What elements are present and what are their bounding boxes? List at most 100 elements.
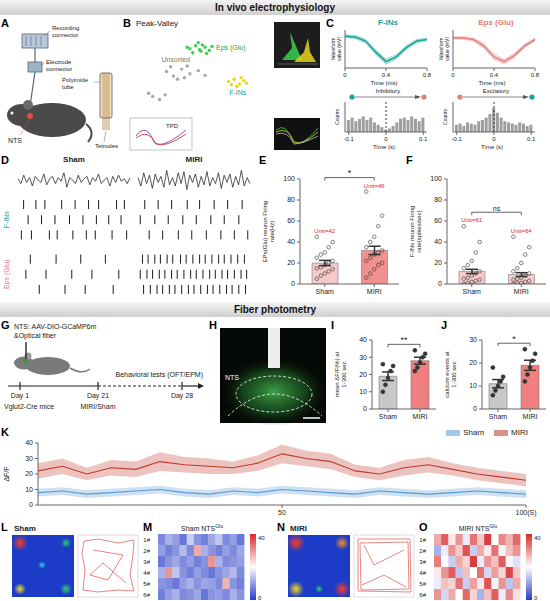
svg-text:-0.1: -0.1 <box>344 136 355 142</box>
svg-text:6#: 6# <box>419 592 426 598</box>
svg-text:NTS: AAV-DIO-GCaMP6m: NTS: AAV-DIO-GCaMP6m <box>14 323 96 330</box>
svg-text:Unsorted: Unsorted <box>162 56 191 63</box>
svg-text:MIRI: MIRI <box>367 288 382 295</box>
svg-text:40: 40 <box>434 238 442 245</box>
svg-text:Unit=64: Unit=64 <box>511 228 533 234</box>
svg-text:F-INs: F-INs <box>229 89 247 96</box>
svg-text:Sham: Sham <box>489 413 507 420</box>
svg-text:calcium events at1-300 sec: calcium events at1-300 sec <box>444 351 457 398</box>
svg-text:NTS: NTS <box>225 374 239 381</box>
svg-text:EPs(Glu) neuron Firingrate(Hz): EPs(Glu) neuron Firingrate(Hz) <box>262 201 275 262</box>
svg-text:60: 60 <box>434 217 442 224</box>
svg-text:NTS: NTS <box>8 137 22 144</box>
svg-text:0.8: 0.8 <box>531 72 540 78</box>
svg-text:0.8: 0.8 <box>423 72 432 78</box>
svg-text:MIRI NTSGlu: MIRI NTSGlu <box>459 523 498 532</box>
svg-text:**: ** <box>400 335 408 345</box>
svg-text:Waveformvalue (mV): Waveformvalue (mV) <box>331 37 342 62</box>
svg-text:F-INs neuron Firingrate(spikes: F-INs neuron Firingrate(spikes/sec) <box>409 206 422 258</box>
svg-text:&Optical fiber: &Optical fiber <box>14 332 57 340</box>
svg-text:Excitatory: Excitatory <box>483 88 509 94</box>
svg-text:0: 0 <box>384 136 388 142</box>
svg-text:50: 50 <box>278 509 286 516</box>
svg-text:40: 40 <box>287 238 295 245</box>
svg-text:Behavioral tests (OFT/EPM): Behavioral tests (OFT/EPM) <box>115 371 203 379</box>
svg-text:Eps (Glu): Eps (Glu) <box>216 44 246 52</box>
svg-text:30: 30 <box>25 455 33 462</box>
svg-text:0: 0 <box>492 136 496 142</box>
svg-text:0.1: 0.1 <box>527 136 536 142</box>
svg-text:20: 20 <box>25 470 33 477</box>
svg-text:3#: 3# <box>143 559 150 565</box>
svg-text:0: 0 <box>438 280 442 287</box>
svg-text:0.1: 0.1 <box>419 136 428 142</box>
svg-text:Eps (Glu): Eps (Glu) <box>3 259 11 289</box>
svg-text:0: 0 <box>451 72 455 78</box>
svg-text:6#: 6# <box>143 592 150 598</box>
svg-text:0: 0 <box>534 595 538 601</box>
svg-text:20: 20 <box>434 259 442 266</box>
svg-text:1#: 1# <box>143 537 150 543</box>
svg-text:Sham: Sham <box>316 288 334 295</box>
svg-text:100: 100 <box>283 175 295 182</box>
svg-text:30: 30 <box>469 336 477 343</box>
svg-text:0: 0 <box>258 595 262 601</box>
svg-text:20: 20 <box>287 259 295 266</box>
svg-text:40: 40 <box>359 336 367 343</box>
svg-text:Counts: Counts <box>442 109 448 125</box>
svg-text:10: 10 <box>25 486 33 493</box>
svg-text:40: 40 <box>534 535 541 541</box>
svg-text:0.4: 0.4 <box>490 72 499 78</box>
svg-text:Electrodeconnector: Electrodeconnector <box>46 59 72 72</box>
svg-text:4#: 4# <box>419 570 426 576</box>
svg-text:Vglut2-Cre mice: Vglut2-Cre mice <box>4 403 54 411</box>
svg-text:TPD: TPD <box>166 123 179 129</box>
svg-text:ns: ns <box>493 205 501 212</box>
svg-text:Recordingconnector: Recordingconnector <box>52 25 79 38</box>
svg-text:Day 1: Day 1 <box>11 392 29 400</box>
svg-text:0: 0 <box>343 72 347 78</box>
svg-text:80: 80 <box>287 196 295 203</box>
svg-text:5#: 5# <box>143 581 150 587</box>
svg-text:1#: 1# <box>419 537 426 543</box>
svg-text:Sham: Sham <box>463 288 481 295</box>
svg-text:Unit=46: Unit=46 <box>364 183 386 189</box>
svg-text:0.4: 0.4 <box>382 72 391 78</box>
svg-text:Sham: Sham <box>379 413 397 420</box>
svg-text:0: 0 <box>291 280 295 287</box>
svg-text:MIRI: MIRI <box>523 413 538 420</box>
svg-text:mean ΔF/F(%) at1-300 sec: mean ΔF/F(%) at1-300 sec <box>334 351 347 397</box>
svg-text:*: * <box>348 168 352 178</box>
svg-text:Unit=61: Unit=61 <box>461 217 483 223</box>
svg-text:Waveformvalue (mV): Waveformvalue (mV) <box>439 37 450 62</box>
svg-text:3#: 3# <box>419 559 426 565</box>
svg-text:Day 28: Day 28 <box>171 392 193 400</box>
svg-text:MIRI/Sham: MIRI/Sham <box>80 403 115 410</box>
svg-text:Sham NTSGlu: Sham NTSGlu <box>181 523 223 532</box>
svg-text:0: 0 <box>363 405 367 412</box>
svg-text:Inhibitory: Inhibitory <box>376 88 400 94</box>
svg-text:5#: 5# <box>419 581 426 587</box>
svg-text:2#: 2# <box>143 548 150 554</box>
svg-text:MIRI: MIRI <box>514 288 529 295</box>
svg-text:40: 40 <box>258 535 265 541</box>
svg-text:Tetrodes: Tetrodes <box>95 143 118 149</box>
svg-text:20: 20 <box>359 371 367 378</box>
svg-text:30: 30 <box>359 354 367 361</box>
svg-text:Counts: Counts <box>334 109 340 125</box>
svg-text:40: 40 <box>25 439 33 446</box>
svg-text:Unit=42: Unit=42 <box>314 228 336 234</box>
svg-text:-0.1: -0.1 <box>452 136 463 142</box>
svg-text:MIRI: MIRI <box>413 413 428 420</box>
svg-text:ΔF/F: ΔF/F <box>3 466 10 481</box>
svg-text:4#: 4# <box>143 570 150 576</box>
svg-text:100: 100 <box>430 175 442 182</box>
svg-text:Polyimidetube: Polyimidetube <box>62 77 89 90</box>
svg-text:10: 10 <box>469 382 477 389</box>
svg-text:0: 0 <box>29 501 33 508</box>
svg-text:80: 80 <box>434 196 442 203</box>
svg-text:10: 10 <box>359 388 367 395</box>
svg-text:F-INs: F-INs <box>3 211 10 229</box>
svg-text:2#: 2# <box>419 548 426 554</box>
svg-text:60: 60 <box>287 217 295 224</box>
